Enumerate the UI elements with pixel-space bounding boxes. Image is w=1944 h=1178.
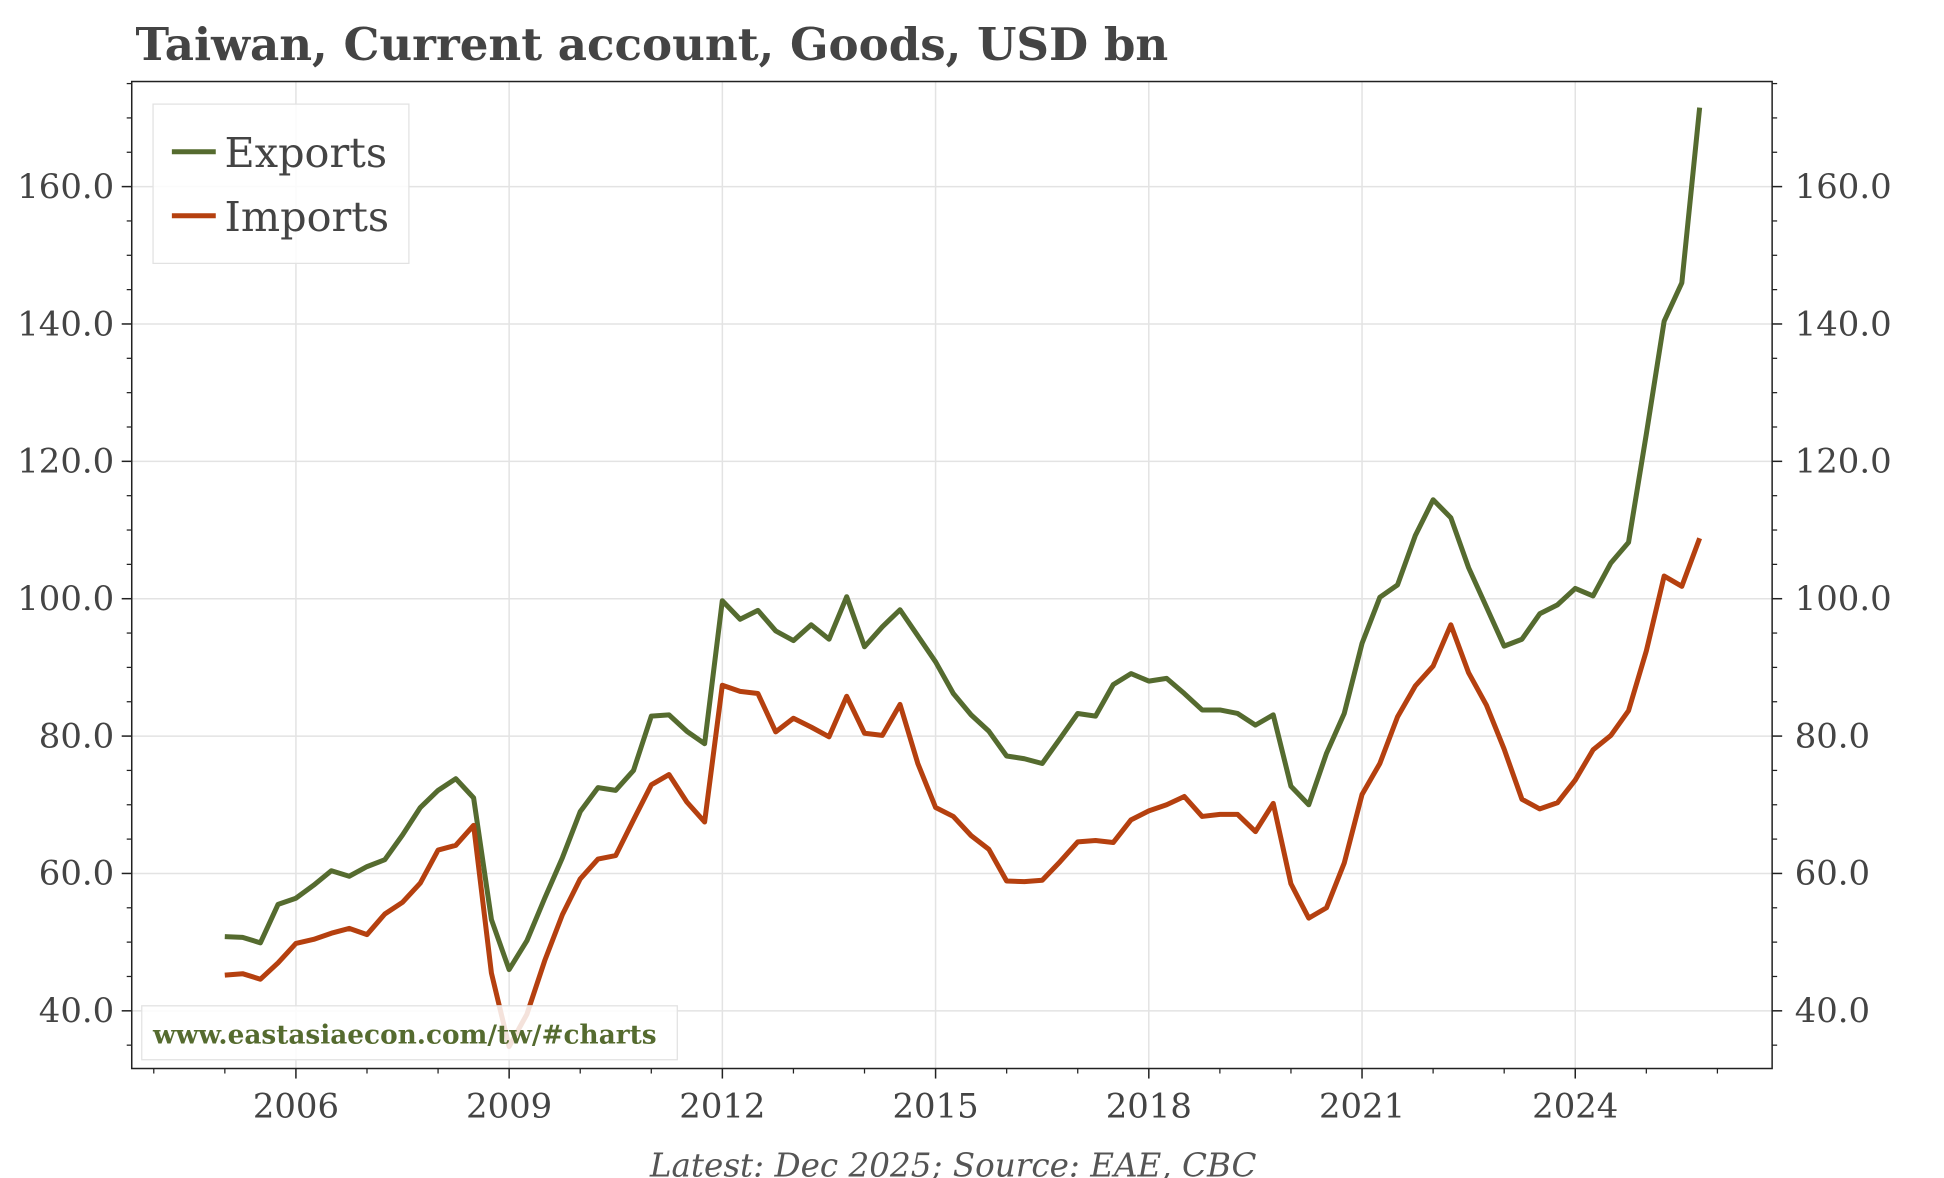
y-tick-label-right: 80.0 (1795, 716, 1870, 755)
watermark: www.eastasiaecon.com/tw/#charts (141, 1005, 678, 1061)
x-tick-label: 2018 (1106, 1086, 1192, 1125)
legend-label-exports: Exports (225, 129, 388, 177)
y-tick-label-left: 60.0 (39, 854, 114, 893)
x-tick-label: 2012 (679, 1086, 765, 1125)
y-tick-label-left: 80.0 (39, 716, 114, 755)
series-lines (224, 107, 1703, 1050)
chart-title: Taiwan, Current account, Goods, USD bn (135, 18, 1168, 71)
x-tick-label: 2009 (466, 1086, 552, 1125)
legend-box (152, 103, 410, 264)
y-tick-label-right: 40.0 (1795, 991, 1870, 1030)
y-tick-label-right: 120.0 (1795, 442, 1892, 481)
watermark-text: www.eastasiaecon.com/tw/#charts (152, 1019, 657, 1050)
y-tick-label-right: 140.0 (1795, 304, 1892, 343)
y-tick-label-left: 160.0 (17, 167, 114, 206)
x-tick-label: 2021 (1319, 1086, 1405, 1125)
watermark-box (141, 1005, 678, 1061)
legend-label-imports: Imports (225, 193, 390, 241)
y-tick-label-left: 40.0 (39, 991, 114, 1030)
y-tick-label-left: 100.0 (17, 579, 114, 618)
series-line-imports (224, 537, 1702, 1050)
legend: Exports Imports (152, 103, 410, 264)
x-tick-label: 2015 (893, 1086, 979, 1125)
y-tick-label-right: 160.0 (1795, 167, 1892, 206)
x-tick-label: 2024 (1532, 1086, 1618, 1125)
plot-frame (130, 80, 1773, 1070)
y-tick-label-right: 100.0 (1795, 579, 1892, 618)
axes: 40.0 40.0 60.0 60.0 80.0 80.0 100.0 100.0 120.0 1… (17, 82, 1892, 1125)
chart-footer: Latest: Dec 2025; Source: EAE, CBC (649, 1146, 1257, 1178)
y-tick-label-right: 60.0 (1795, 854, 1870, 893)
y-tick-label-left: 140.0 (17, 304, 114, 343)
y-tick-label-left: 120.0 (17, 442, 114, 481)
x-tick-label: 2006 (253, 1086, 339, 1125)
series-line-exports (224, 107, 1703, 973)
